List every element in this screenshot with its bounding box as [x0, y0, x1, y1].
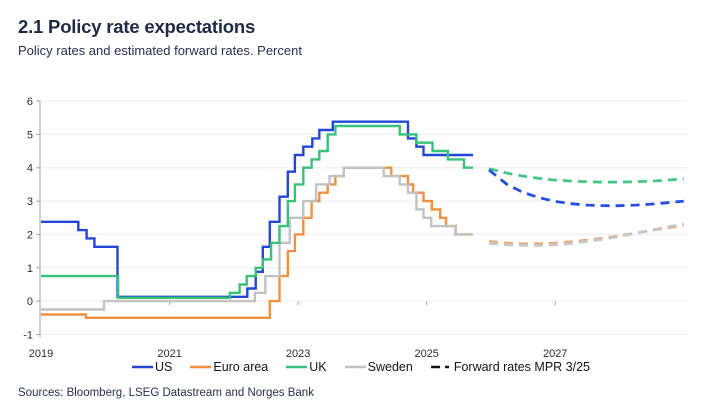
- dashed-line-swatch-icon: [430, 365, 452, 369]
- legend-label: Euro area: [213, 360, 269, 374]
- y-tick-label-2: 2: [27, 229, 33, 241]
- y-tick-label-6: 6: [27, 96, 33, 108]
- line-swatch-icon: [131, 365, 153, 369]
- line-swatch-icon: [344, 365, 366, 369]
- y-tick-label-4: 4: [27, 163, 33, 175]
- x-tick-label-2023: 2023: [286, 348, 310, 360]
- x-tick-label-2027: 2027: [543, 348, 567, 360]
- legend-item-euro-area: Euro area: [190, 360, 268, 374]
- line-swatch-icon: [286, 365, 308, 369]
- legend-label: US: [154, 360, 173, 374]
- y-tick-label-1: 1: [27, 263, 33, 275]
- series-us-forward-rates-mpr-3-25: [488, 168, 684, 208]
- legend-label: UK: [309, 360, 327, 374]
- chart-legend: US Euro area UK Sweden Forward rates MPR 3/2…: [0, 360, 722, 374]
- series-us: [41, 120, 473, 298]
- legend-item-uk: UK: [286, 360, 327, 374]
- sources-note: Sources: Bloomberg, LSEG Datastream and …: [18, 387, 314, 399]
- legend-label: Sweden: [367, 360, 413, 374]
- x-tick-label-2019: 2019: [29, 348, 53, 360]
- series-euro-area: [41, 166, 473, 319]
- legend-label: Forward rates MPR 3/25: [453, 360, 590, 374]
- y-tick-label--1: -1: [23, 330, 33, 342]
- chart-subtitle: Policy rates and estimated forward rates…: [18, 43, 302, 58]
- legend-item-sweden: Sweden: [344, 360, 413, 374]
- series-sweden: [41, 166, 473, 311]
- line-swatch-icon: [190, 365, 212, 369]
- legend-item-us: US: [131, 360, 173, 374]
- series-uk-forward-rates-mpr-3-25: [488, 167, 684, 184]
- y-tick-label-3: 3: [27, 196, 33, 208]
- legend-item-forward-rates-mpr-3-25: Forward rates MPR 3/25: [430, 360, 590, 374]
- chart-title: 2.1 Policy rate expectations: [18, 16, 256, 37]
- series-uk: [41, 124, 473, 299]
- x-tick-label-2021: 2021: [157, 348, 181, 360]
- y-tick-label-0: 0: [27, 296, 33, 308]
- series-sweden-forward-rates-mpr-3-25: [488, 222, 685, 247]
- y-tick-label-5: 5: [27, 129, 33, 141]
- x-tick-label-2025: 2025: [414, 348, 438, 360]
